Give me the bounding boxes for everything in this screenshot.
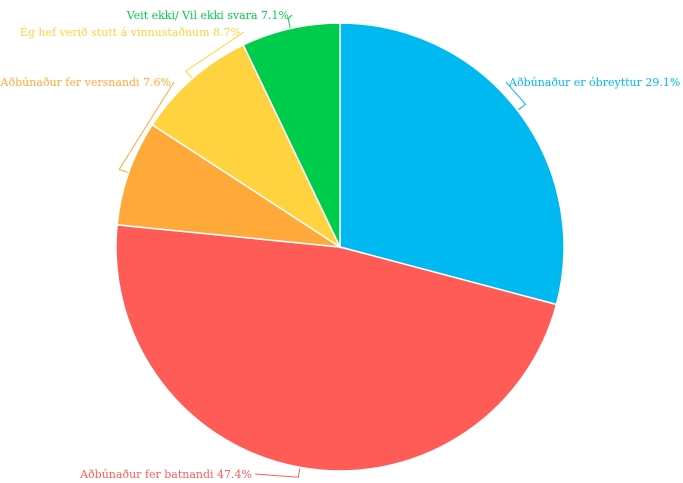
pie-slice-a-buna-ur-er-obreyttur: [339, 22, 565, 306]
slice-label-eg-hef-veri-stutt-a-vinnusta-num: Ég hef verið stutt á vinnustaðnum 8.7%: [20, 25, 241, 39]
pie-slice-eg-hef-veri-stutt-a-vinnusta-num: [151, 43, 342, 250]
pie-slice-a-buna-ur-fer-batnandi: [115, 224, 558, 472]
pie-slice-veit-ekki-vil-ekki-svara: [242, 22, 341, 248]
pie-slices: [115, 22, 565, 472]
pie-slice-a-buna-ur-fer-versnandi: [116, 123, 341, 248]
leader-line-veit-ekki-vil-ekki-svara: [287, 14, 293, 28]
slice-label-a-buna-ur-er-obreyttur: Aðbúnaður er óbreyttur 29.1%: [508, 76, 680, 89]
slice-label-a-buna-ur-fer-batnandi: Aðbúnaður fer batnandi 47.4%: [79, 468, 252, 481]
leader-line-eg-hef-veri-stutt-a-vinnusta-num: [184, 31, 245, 79]
slice-label-a-buna-ur-fer-versnandi: Aðbúnaður fer versnandi 7.6%: [0, 76, 171, 89]
slice-label-veit-ekki-vil-ekki-svara: Veit ekki/ Vil ekki svara 7.1%: [126, 9, 289, 22]
leader-line-a-buna-ur-fer-versnandi: [118, 81, 175, 173]
leader-line-a-buna-ur-er-obreyttur: [505, 81, 527, 111]
leader-line-a-buna-ur-fer-batnandi: [254, 468, 301, 478]
slice-labels: Aðbúnaður er óbreyttur 29.1% Aðbúnaður fe…: [0, 9, 680, 481]
leader-lines: [118, 14, 527, 478]
